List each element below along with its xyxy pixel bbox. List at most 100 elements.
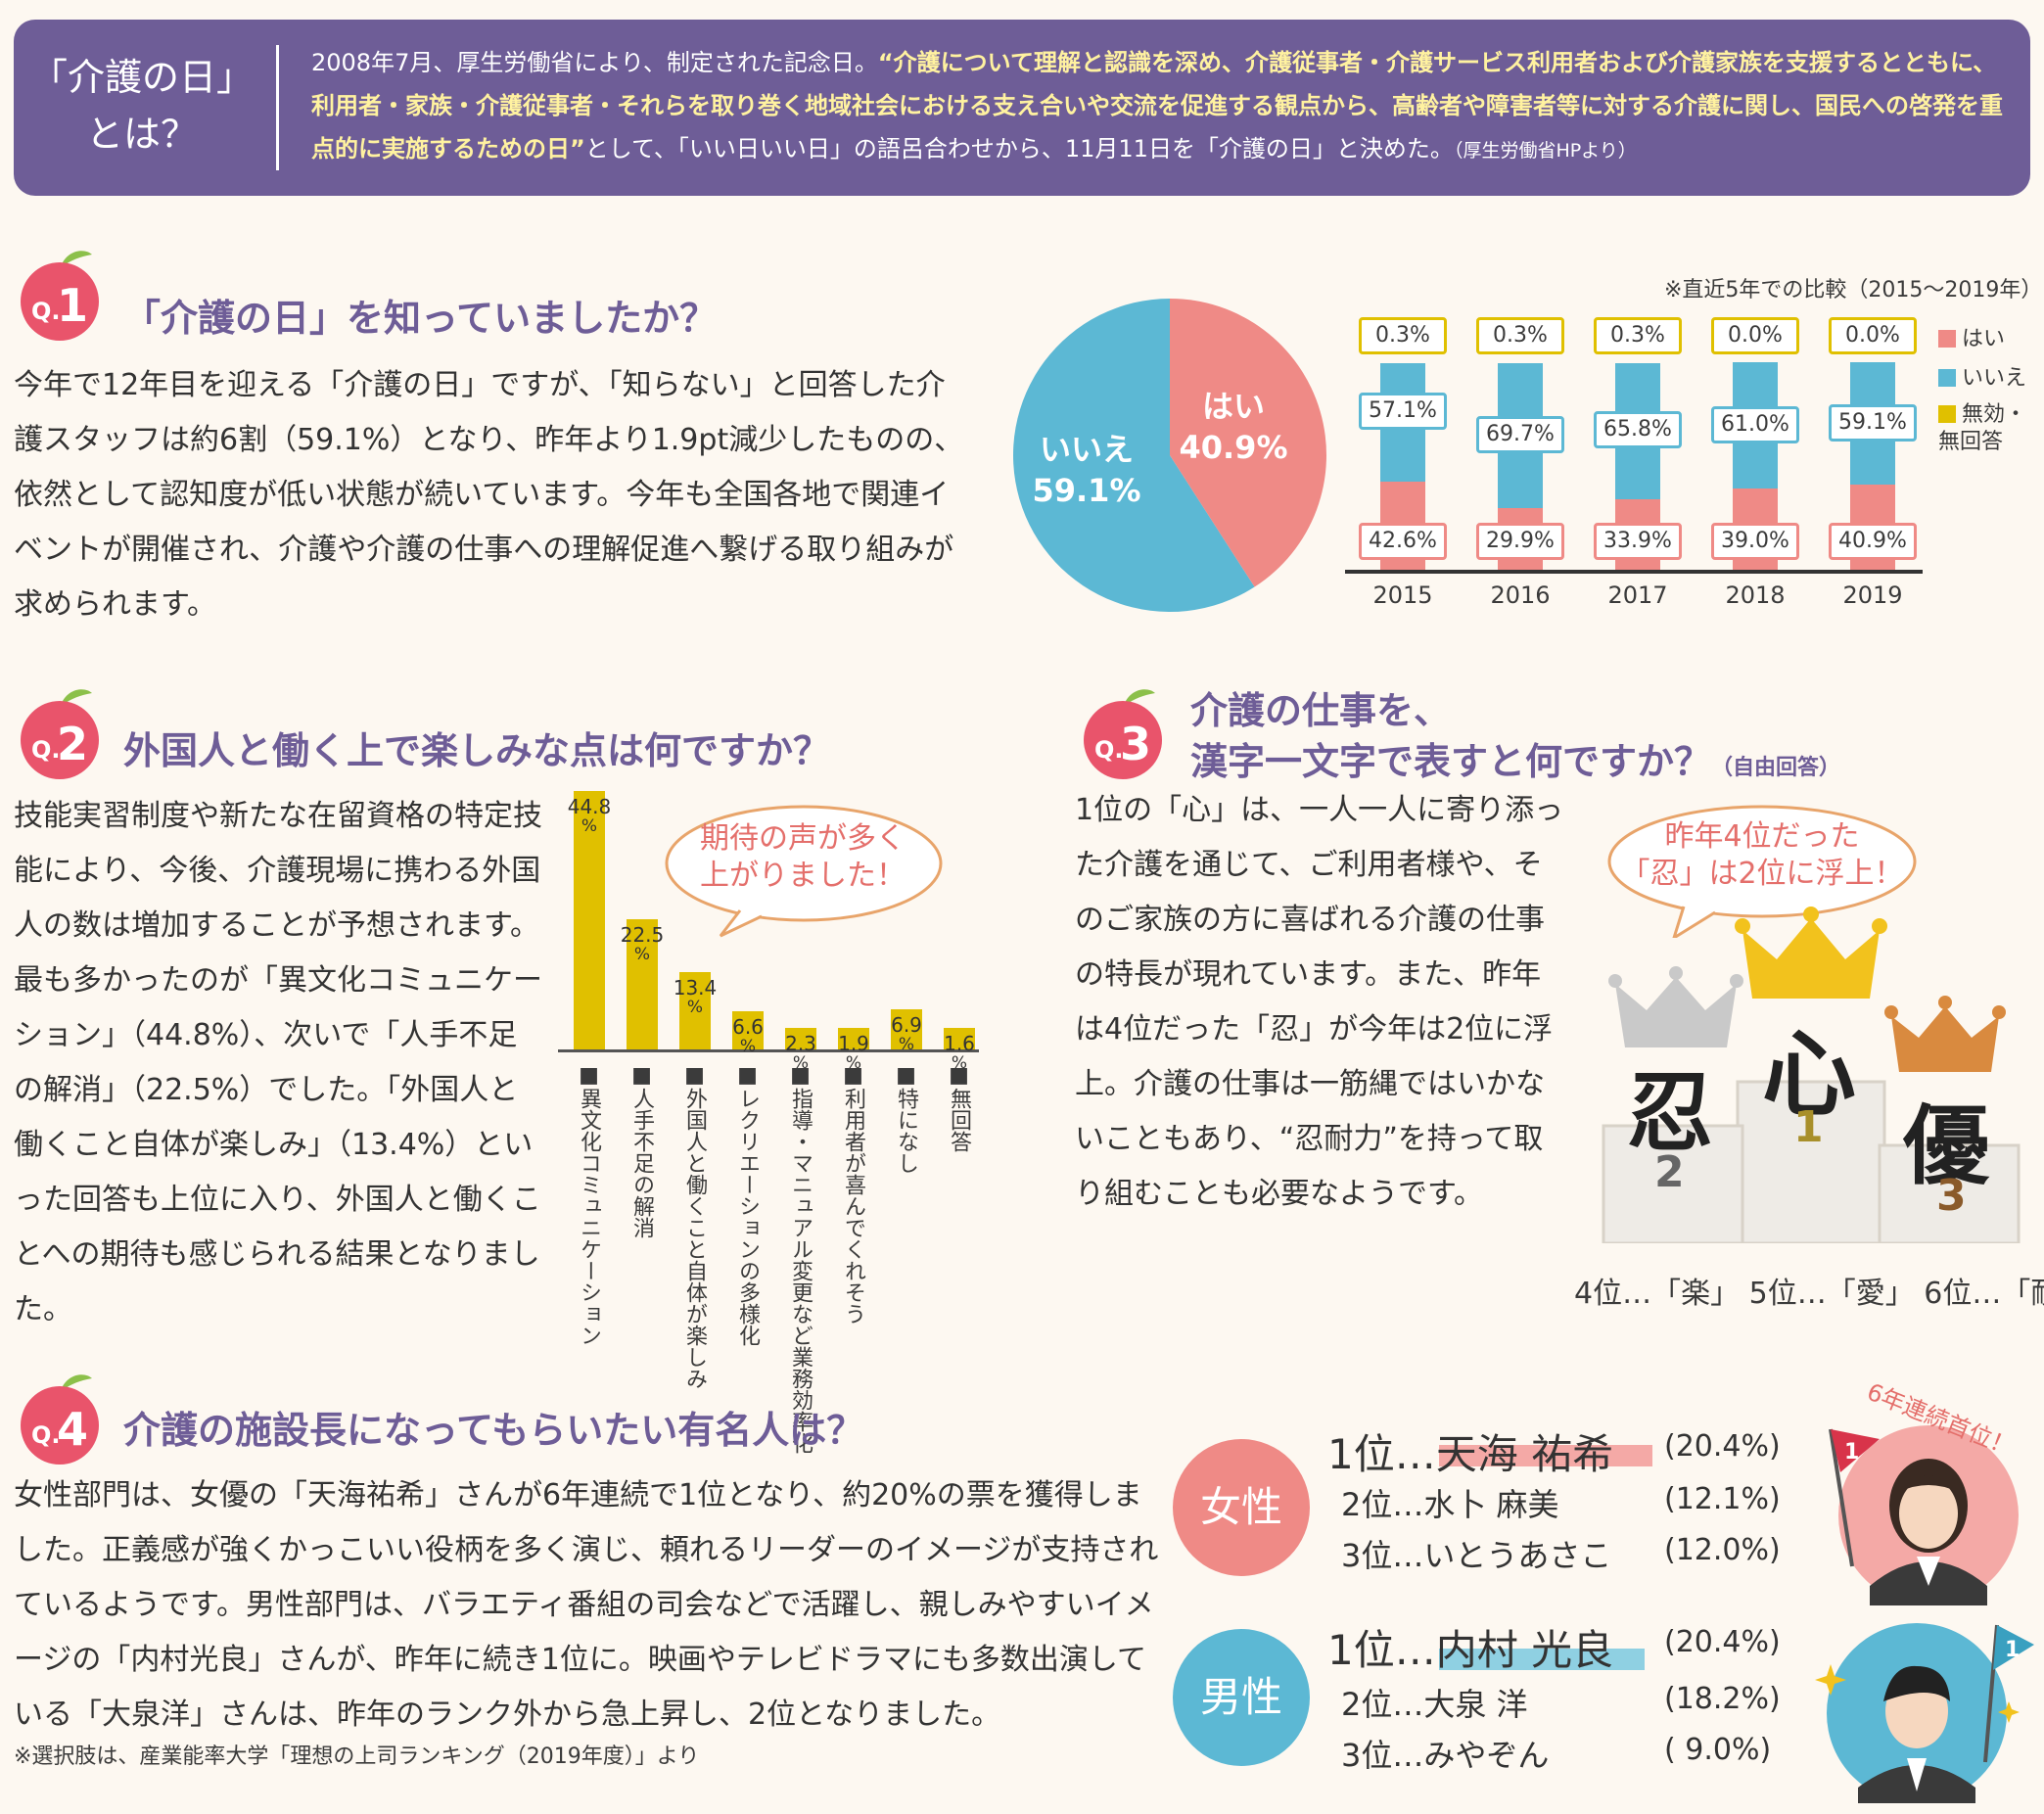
q3-body: 1位の「心」は、一人一人に寄り添った介護を通じて、ご利用者様や、そのご家族の方に… <box>1075 793 1564 1211</box>
female-rank1-pos: 1位… <box>1327 1430 1436 1478</box>
q2-badge: Q. 2 <box>21 689 99 779</box>
q2-bar-value-6: 6.9 <box>891 1013 922 1038</box>
female-label: 女性 <box>1199 1483 1282 1531</box>
male-flag-number: 1 <box>2005 1638 2020 1662</box>
legend-swatch-no <box>1938 369 1956 387</box>
q2-bar-unit-3: % <box>739 1037 757 1057</box>
header-text-emphasis: “介護について理解と認識を深め、介護従事者・介護サービス利用者および介護家族を支… <box>311 49 2003 163</box>
male-rank3-pct: ( 9.0%) <box>1664 1733 1772 1767</box>
silver-crown-icon <box>1615 977 1737 1047</box>
male-label: 男性 <box>1199 1673 1282 1721</box>
header-title: 「介護の日」 とは？ <box>29 56 254 156</box>
q2-bar-value-4: 2.3 <box>785 1032 816 1055</box>
q2-title: 外国人と働く上で楽しみな点は何ですか？ <box>123 729 831 772</box>
label-yes-2019: 40.9% <box>1829 523 1917 560</box>
q3-bubble-text: 昨年4位だった 「忍」は2位に浮上！ <box>1620 819 1904 891</box>
q2-bar-value-3: 6.6 <box>732 1015 764 1040</box>
female-label-circle: 女性 <box>1173 1439 1310 1576</box>
year-label-2016: 2016 <box>1490 581 1551 609</box>
female-rank2-pct: (12.1%) <box>1664 1482 1781 1516</box>
label-yes-2017: 33.9% <box>1594 523 1682 560</box>
female-rank3: 3位…いとうあさこ <box>1341 1531 1611 1576</box>
male-rank1-pos: 1位… <box>1327 1626 1436 1674</box>
q2-bar-value-1: 22.5 <box>620 923 665 948</box>
pie-yes-text: はい <box>1201 388 1265 425</box>
q4-title: 介護の施設長になってもらいたい有名人は？ <box>123 1409 864 1452</box>
q2-bar-label-3: 6.6% <box>720 1017 775 1056</box>
q3-speech-bubble <box>1607 805 1917 938</box>
label-yes-2018: 39.0% <box>1711 523 1799 560</box>
female-rank3-pos: 3位… <box>1341 1537 1424 1574</box>
q2-bar-label-7: 1.6% <box>932 1034 987 1073</box>
pie-slice-no <box>1013 299 1255 612</box>
legend-swatch-yes <box>1938 330 1956 348</box>
q3-second-kanji: 忍 <box>1627 1062 1714 1163</box>
q2-category-3: ■レクリエーションの多様化 <box>735 1063 760 1346</box>
male-rank3-pos: 3位… <box>1341 1737 1424 1774</box>
q2-bar-label-1: 22.5% <box>615 925 670 964</box>
q2-bar-unit-7: % <box>951 1053 968 1073</box>
year-label-2015: 2015 <box>1372 581 1433 609</box>
header-text-plain: 2008年7月、厚生労働省により、制定された記念日。 <box>311 49 878 76</box>
q3-other-ranks: 4位…「楽」 5位…「愛」 6位…「耐」 <box>1574 1277 2044 1311</box>
pie-no-value: 59.1% <box>1032 472 1141 509</box>
q2-bar-7 <box>944 1028 975 1049</box>
q1-pie-chart <box>1013 299 1326 612</box>
q3-badge-q: Q. <box>1094 736 1124 764</box>
q2-category-0: ■異文化コミュニケーション <box>577 1063 601 1346</box>
q2-badge-n: 2 <box>57 718 88 770</box>
q2-bar-value-2: 13.4 <box>673 976 718 1000</box>
q2-bar-label-0: 44.8% <box>562 797 617 836</box>
male-rank1-name: 内村 光良 <box>1435 1626 1614 1674</box>
sparkle-icon <box>1815 1664 1846 1696</box>
header-text-plain2: として、「いい日いい日」の語呂合わせから、11月11日を「介護の日」と決めた。 <box>584 135 1454 163</box>
label-no-2016: 69.7% <box>1476 415 1564 453</box>
q3-rank2-number: 2 <box>1654 1147 1685 1197</box>
legend-swatch-invalid <box>1938 405 1956 423</box>
legend-yes-label: はい <box>1962 327 2006 351</box>
legend-yes: はい <box>1938 321 2005 352</box>
male-rank1-pct: (20.4%) <box>1664 1625 1781 1659</box>
female-rank3-pct: (12.0%) <box>1664 1533 1781 1567</box>
header-divider <box>276 45 279 170</box>
leaf-icon <box>1126 689 1155 705</box>
q2-category-1: ■人手不足の解消 <box>629 1063 654 1238</box>
q4-badge-q: Q. <box>31 1421 61 1449</box>
q1-body: 今年で12年目を迎える「介護の日」ですが、「知らない」と回答した介護スタッフは約… <box>14 368 964 622</box>
label-invalid-2019: 0.0% <box>1829 317 1917 354</box>
year-label-2019: 2019 <box>1842 581 1903 609</box>
male-rank2-pct: (18.2%) <box>1664 1682 1781 1716</box>
male-rank2-name: 大泉 洋 <box>1423 1686 1528 1723</box>
q3-first-kanji: 心 <box>1762 1020 1856 1130</box>
female-flag-number: 1 <box>1844 1440 1859 1465</box>
q4-badge: Q. 4 <box>21 1374 99 1465</box>
male-flag-icon <box>1993 1625 2034 1670</box>
q2-bar-1 <box>627 919 658 1049</box>
female-illustration: 1 <box>1829 1425 2019 1605</box>
male-rank1: 1位…内村 光良 <box>1327 1617 1613 1677</box>
male-highlight <box>1439 1649 1645 1670</box>
year-label-2017: 2017 <box>1607 581 1668 609</box>
q1-badge-q: Q. <box>31 298 61 325</box>
label-yes-2015: 42.6% <box>1359 523 1447 560</box>
q1-badge: Q. 1 <box>21 251 99 341</box>
legend-invalid: 無効・ 無回答 <box>1938 401 2026 456</box>
female-highlight <box>1439 1445 1652 1466</box>
q2-bar-value-0: 44.8 <box>567 795 612 818</box>
leaf-icon <box>63 251 92 266</box>
male-rank3-name: みやぞん <box>1423 1737 1550 1774</box>
q3-title-note: （自由回答） <box>1711 756 1841 780</box>
q4-body: 女性部門は、女優の「天海祐希」さんが6年連続で1位となり、約20%の票を獲得しま… <box>14 1478 1159 1732</box>
pie-yes-label: はい 40.9% <box>1170 386 1297 468</box>
label-no-2017: 65.8% <box>1594 411 1682 449</box>
label-no-2015: 57.1% <box>1359 393 1447 431</box>
q2-bar-unit-6: % <box>898 1035 915 1055</box>
year-label-2018: 2018 <box>1725 581 1786 609</box>
q1-compare-note: ※直近5年での比較（2015～2019年） <box>1664 278 2043 302</box>
male-rank2: 2位…大泉 洋 <box>1341 1680 1528 1725</box>
q4-badge-n: 4 <box>57 1403 88 1456</box>
q2-category-6: ■特になし <box>894 1063 918 1174</box>
q2-chart-axis <box>558 1049 979 1052</box>
q3-title-line2: 漢字一文字で表すと何ですか？ <box>1190 740 1712 783</box>
female-rank1-name: 天海 祐希 <box>1435 1430 1614 1478</box>
